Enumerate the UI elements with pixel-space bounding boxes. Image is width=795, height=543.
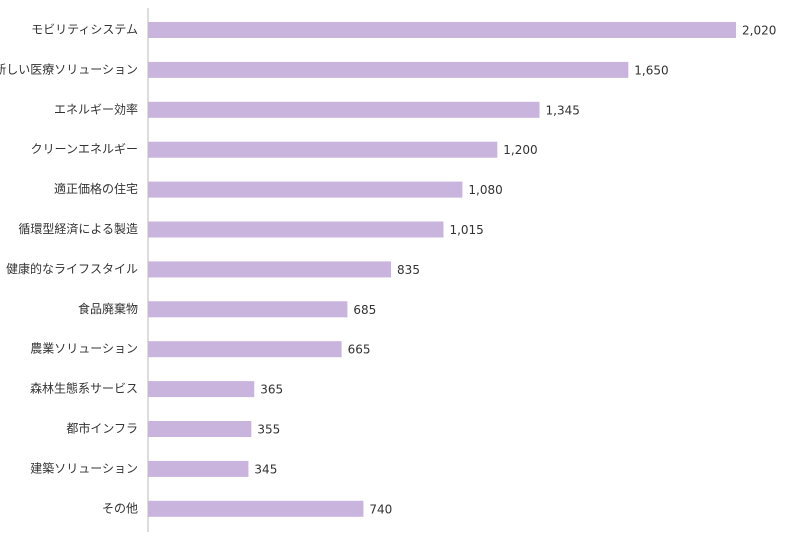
category-label: 森林生態系サービス <box>30 381 138 396</box>
category-label: 建築ソリューション <box>30 460 138 475</box>
category-label: 農業ソリューション <box>30 342 138 356</box>
bar <box>148 381 255 398</box>
category-label: 健康的なライフスタイル <box>6 261 138 276</box>
bar <box>148 261 392 278</box>
bar <box>148 500 364 517</box>
value-label: 1,015 <box>449 223 483 237</box>
value-label: 665 <box>348 343 371 357</box>
value-label: 2,020 <box>742 24 776 38</box>
category-label: エネルギー効率 <box>54 101 138 116</box>
value-label: 1,200 <box>503 143 537 157</box>
value-label: 345 <box>254 462 277 476</box>
bar <box>148 301 348 318</box>
value-label: 355 <box>257 423 280 437</box>
value-label: 1,650 <box>634 63 668 77</box>
category-label: 新しい医療ソリューション <box>0 61 138 76</box>
category-label: 適正価格の住宅 <box>54 181 138 196</box>
bar <box>148 421 252 437</box>
value-label: 1,080 <box>468 183 502 197</box>
category-label: その他 <box>102 501 138 515</box>
bar <box>148 341 342 358</box>
value-label: 1,345 <box>546 103 580 117</box>
bar <box>148 141 498 158</box>
category-label: 循環型経済による製造 <box>18 221 138 236</box>
bar <box>148 22 736 38</box>
bar <box>148 181 463 198</box>
category-label: モビリティシステム <box>31 23 138 37</box>
value-label: 835 <box>397 263 420 277</box>
category-label: 都市インフラ <box>66 421 138 436</box>
bar <box>148 221 444 238</box>
bar <box>148 460 249 477</box>
value-label: 685 <box>353 303 376 317</box>
bar <box>148 61 629 78</box>
category-label: 食品廃棄物 <box>78 301 138 316</box>
value-label: 365 <box>260 383 283 397</box>
value-label: 740 <box>369 502 392 516</box>
category-label: クリーンエネルギー <box>31 142 138 156</box>
bar <box>148 101 540 118</box>
